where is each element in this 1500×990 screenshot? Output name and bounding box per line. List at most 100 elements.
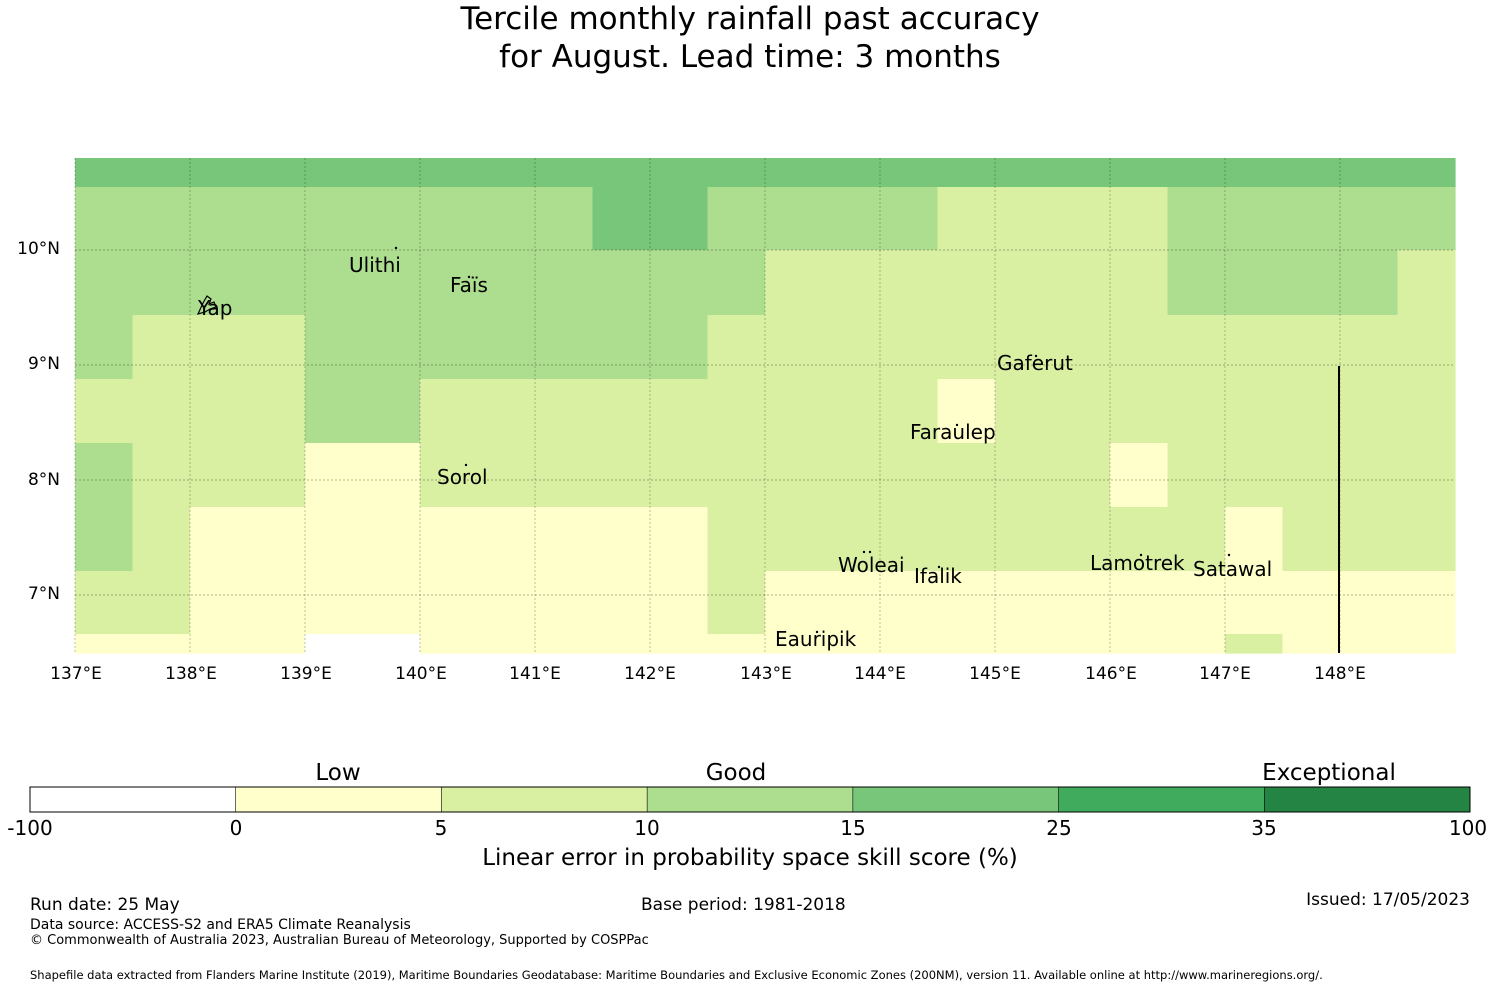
category-label-good: Good (705, 760, 767, 786)
colorbar-tick-25: 25 (1046, 816, 1072, 840)
grid-cell (362, 507, 421, 572)
lat-label-8n: 8°N (27, 470, 60, 490)
grid-cell (247, 443, 306, 508)
grid-cell (1340, 443, 1399, 508)
grid-cell (880, 158, 939, 188)
grid-cell (132, 634, 191, 654)
grid-cell (190, 571, 249, 635)
run-date: Run date: 25 May (30, 895, 180, 915)
grid-cell (247, 187, 306, 251)
copyright: © Commonwealth of Australia 2023, Austra… (30, 933, 649, 948)
grid-cell (1225, 158, 1284, 188)
lon-label-145e: 145°E (969, 664, 1021, 684)
colorbar-tick-0: 0 (229, 816, 243, 840)
grid-cell (132, 187, 191, 251)
grid-cell (247, 250, 306, 316)
grid-cell (1397, 379, 1456, 444)
grid-cell (535, 250, 594, 316)
grid-cell (305, 571, 364, 635)
grid-cell (247, 507, 306, 572)
grid-cell (1225, 250, 1284, 316)
grid-cell (1225, 507, 1284, 572)
island-dot (464, 463, 468, 467)
colorbar-segment (1264, 787, 1470, 812)
grid-cell (420, 187, 479, 251)
grid-cell (75, 507, 134, 572)
base-period: Base period: 1981-2018 (641, 895, 846, 915)
island-dot (937, 565, 941, 569)
grid-cell (1167, 250, 1226, 316)
grid-cell (995, 571, 1054, 635)
colorbar-outline (29, 786, 1471, 813)
grid-cell (132, 315, 191, 380)
grid-cell (995, 507, 1054, 572)
grid-cell (822, 507, 881, 572)
grid-cell (937, 571, 996, 635)
grid-cell (190, 187, 249, 251)
grid-cell (132, 250, 191, 316)
island-dot (1139, 553, 1143, 557)
grid-cell (1110, 443, 1169, 508)
grid-cell (592, 315, 651, 380)
grid-cell (362, 379, 421, 444)
grid-cell (1282, 250, 1341, 316)
grid-cell (1225, 634, 1284, 654)
grid-cell (995, 187, 1054, 251)
grid-cell (1397, 634, 1456, 654)
lon-label-143e: 143°E (740, 664, 792, 684)
grid-cell (650, 315, 709, 380)
grid-cell (765, 507, 824, 572)
grid-cell (1340, 571, 1399, 635)
grid-cell (1110, 571, 1169, 635)
yap-island-outline (196, 295, 217, 315)
colorbar-tick-35: 35 (1251, 816, 1277, 840)
colorbar-segment (30, 787, 236, 812)
grid-cell (362, 571, 421, 635)
island-dot (862, 550, 866, 554)
colorbar-segment (235, 787, 442, 812)
place-label-ifalik: Ifalik (914, 564, 962, 588)
colorbar-tick-100: 100 (1448, 816, 1488, 840)
grid-cell (650, 187, 709, 251)
grid-cell (822, 443, 881, 508)
category-label-exceptional: Exceptional (1262, 760, 1396, 786)
grid-cell (535, 315, 594, 380)
grid-cell (822, 250, 881, 316)
colorbar-tick-neg100: -100 (7, 816, 53, 840)
skill-grid (75, 158, 1456, 654)
grid-cell (650, 634, 709, 654)
lat-label-10n: 10°N (17, 239, 60, 259)
grid-cell (477, 634, 536, 654)
grid-cell (75, 571, 134, 635)
grid-cell (1052, 250, 1111, 316)
grid-cell (1052, 443, 1111, 508)
grid-cell (995, 379, 1054, 444)
grid-cell (592, 571, 651, 635)
lon-label-148e: 148°E (1314, 664, 1366, 684)
shapefile-credit: Shapefile data extracted from Flanders M… (30, 968, 1323, 982)
grid-cell (362, 187, 421, 251)
grid-cell (1225, 571, 1284, 635)
grid-cell (1282, 443, 1341, 508)
grid-cell (190, 379, 249, 444)
colorbar-segment (1058, 787, 1265, 812)
grid-cell (1110, 187, 1169, 251)
grid-cell (305, 379, 364, 444)
grid-cell (880, 634, 939, 654)
grid-cell (707, 315, 766, 380)
grid-cell (1052, 158, 1111, 188)
grid-cell (1167, 507, 1226, 572)
grid-cell (1052, 187, 1111, 251)
grid-cell (477, 379, 536, 444)
colorbar-segment (647, 787, 853, 812)
grid-cell (362, 315, 421, 380)
grid-cell (247, 571, 306, 635)
grid-cell (75, 443, 134, 508)
grid-cell (650, 507, 709, 572)
island-dot (467, 275, 471, 279)
grid-cell (247, 158, 306, 188)
grid-cell (1340, 315, 1399, 380)
place-label-yap: Yap (198, 296, 233, 320)
grid-cell (937, 507, 996, 572)
